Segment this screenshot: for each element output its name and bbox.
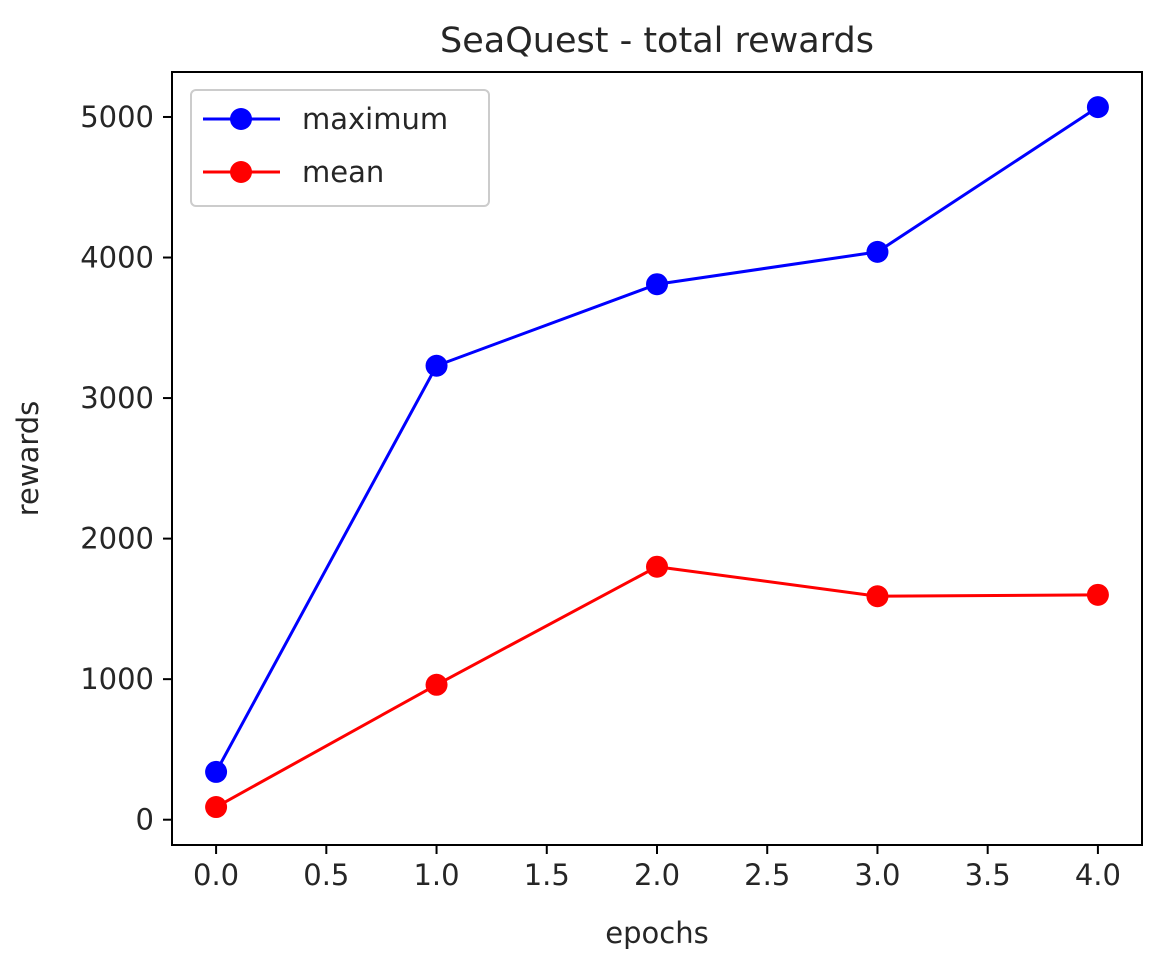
legend-label-mean: mean [302, 155, 384, 189]
y-tick-label: 1000 [80, 662, 154, 696]
chart-title: SeaQuest - total rewards [440, 21, 874, 61]
y-tick-label: 2000 [80, 522, 154, 556]
legend: maximum mean [190, 89, 490, 207]
x-axis-label: epochs [605, 916, 708, 950]
data-point-mean [866, 585, 889, 608]
data-point-maximum [425, 354, 448, 377]
data-point-maximum [866, 240, 889, 263]
x-tick-label: 1.5 [524, 858, 570, 892]
legend-marker-maximum [230, 108, 252, 130]
legend-marker-mean [230, 161, 252, 183]
y-tick-label: 5000 [80, 100, 154, 134]
data-point-maximum [1086, 96, 1109, 119]
data-point-mean [646, 555, 668, 578]
data-point-maximum [646, 273, 668, 296]
legend-label-maximum: maximum [302, 102, 448, 136]
x-tick-label: 0.5 [303, 858, 349, 892]
x-tick-label: 3.5 [965, 858, 1011, 892]
y-axis-label: rewards [11, 401, 45, 517]
data-point-maximum [205, 760, 228, 783]
x-tick-label: 1.0 [413, 858, 459, 892]
y-tick-label: 4000 [80, 241, 154, 275]
x-tick-label: 2.0 [634, 858, 680, 892]
y-tick-label: 0 [136, 803, 154, 837]
x-tick-label: 2.5 [744, 858, 790, 892]
x-tick-label: 0.0 [193, 858, 239, 892]
x-tick-label: 3.0 [854, 858, 900, 892]
data-point-mean [1086, 583, 1109, 606]
data-point-mean [425, 673, 448, 696]
x-tick-label: 4.0 [1075, 858, 1121, 892]
series-line-mean [215, 565, 1098, 809]
y-tick-label: 3000 [80, 381, 154, 415]
data-point-mean [205, 796, 228, 819]
